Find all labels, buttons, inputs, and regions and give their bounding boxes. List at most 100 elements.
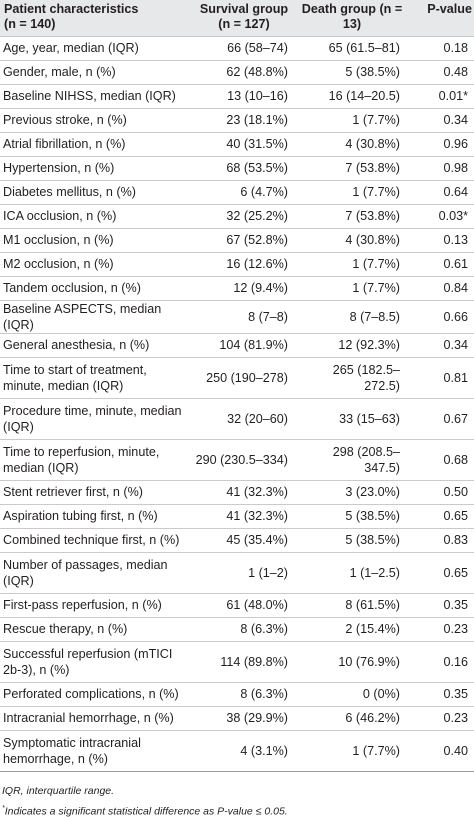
death-value: 7 (53.8%): [296, 204, 406, 228]
row-label: Tandem occlusion, n (%): [0, 276, 190, 300]
table-row: Stent retriever first, n (%)41 (32.3%)3 …: [0, 480, 474, 504]
survival-value: 68 (53.5%): [190, 156, 296, 180]
survival-value: 32 (25.2%): [190, 204, 296, 228]
row-label: Atrial fibrillation, n (%): [0, 132, 190, 156]
row-label: Hypertension, n (%): [0, 156, 190, 180]
p-value: 0.03*: [406, 204, 474, 228]
row-label: Baseline NIHSS, median (IQR): [0, 84, 190, 108]
p-value: 0.81: [406, 357, 474, 398]
row-label: Gender, male, n (%): [0, 60, 190, 84]
death-value: 4 (30.8%): [296, 132, 406, 156]
survival-value: 45 (35.4%): [190, 528, 296, 552]
survival-value: 61 (48.0%): [190, 593, 296, 617]
row-label: Perforated complications, n (%): [0, 682, 190, 706]
header-col1-line2: (n = 140): [4, 17, 188, 32]
row-label: Time to reperfusion, minute, median (IQR…: [0, 439, 190, 480]
survival-value: 104 (81.9%): [190, 333, 296, 357]
header-patient-characteristics: Patient characteristics (n = 140): [0, 0, 190, 36]
table-row: Combined technique first, n (%)45 (35.4%…: [0, 528, 474, 552]
table-row: Baseline NIHSS, median (IQR)13 (10–16)16…: [0, 84, 474, 108]
table-row: Atrial fibrillation, n (%)40 (31.5%)4 (3…: [0, 132, 474, 156]
survival-value: 16 (12.6%): [190, 252, 296, 276]
p-value: 0.83: [406, 528, 474, 552]
table-row: Tandem occlusion, n (%)12 (9.4%)1 (7.7%)…: [0, 276, 474, 300]
p-value: 0.96: [406, 132, 474, 156]
table-row: General anesthesia, n (%)104 (81.9%)12 (…: [0, 333, 474, 357]
death-value: 7 (53.8%): [296, 156, 406, 180]
row-label: General anesthesia, n (%): [0, 333, 190, 357]
table-row: Intracranial hemorrhage, n (%)38 (29.9%)…: [0, 706, 474, 730]
p-value: 0.01*: [406, 84, 474, 108]
row-label: Intracranial hemorrhage, n (%): [0, 706, 190, 730]
survival-value: 8 (7–8): [190, 300, 296, 333]
characteristics-table: Patient characteristics (n = 140) Surviv…: [0, 0, 474, 772]
table-row: Time to reperfusion, minute, median (IQR…: [0, 439, 474, 480]
death-value: 12 (92.3%): [296, 333, 406, 357]
death-value: 6 (46.2%): [296, 706, 406, 730]
table-row: Gender, male, n (%)62 (48.8%)5 (38.5%)0.…: [0, 60, 474, 84]
death-value: 1 (7.7%): [296, 252, 406, 276]
table-row: Previous stroke, n (%)23 (18.1%)1 (7.7%)…: [0, 108, 474, 132]
table-row: Time to start of treatment, minute, medi…: [0, 357, 474, 398]
table-row: Symptomatic intracranial hemorrhage, n (…: [0, 730, 474, 771]
row-label: Aspiration tubing first, n (%): [0, 504, 190, 528]
p-value: 0.40: [406, 730, 474, 771]
survival-value: 4 (3.1%): [190, 730, 296, 771]
death-value: 298 (208.5–347.5): [296, 439, 406, 480]
row-label: Number of passages, median (IQR): [0, 552, 190, 593]
p-value: 0.23: [406, 706, 474, 730]
p-value: 0.66: [406, 300, 474, 333]
survival-value: 41 (32.3%): [190, 480, 296, 504]
death-value: 3 (23.0%): [296, 480, 406, 504]
table-row: Diabetes mellitus, n (%)6 (4.7%)1 (7.7%)…: [0, 180, 474, 204]
row-label: ICA occlusion, n (%): [0, 204, 190, 228]
survival-value: 62 (48.8%): [190, 60, 296, 84]
p-value: 0.13: [406, 228, 474, 252]
p-value: 0.64: [406, 180, 474, 204]
row-label: Stent retriever first, n (%): [0, 480, 190, 504]
table-row: Baseline ASPECTS, median (IQR)8 (7–8)8 (…: [0, 300, 474, 333]
table-row: M2 occlusion, n (%)16 (12.6%)1 (7.7%)0.6…: [0, 252, 474, 276]
death-value: 10 (76.9%): [296, 641, 406, 682]
footnote-iqr: IQR, interquartile range.: [2, 782, 474, 800]
header-p-value: P-value: [406, 0, 474, 36]
death-value: 1 (7.7%): [296, 730, 406, 771]
death-value: 1 (7.7%): [296, 108, 406, 132]
p-value: 0.18: [406, 36, 474, 60]
p-value: 0.65: [406, 504, 474, 528]
row-label: Previous stroke, n (%): [0, 108, 190, 132]
row-label: Procedure time, minute, median (IQR): [0, 398, 190, 439]
table-row: Hypertension, n (%)68 (53.5%)7 (53.8%)0.…: [0, 156, 474, 180]
survival-value: 8 (6.3%): [190, 617, 296, 641]
table-row: ICA occlusion, n (%)32 (25.2%)7 (53.8%)0…: [0, 204, 474, 228]
header-death-group: Death group (n = 13): [296, 0, 406, 36]
survival-value: 12 (9.4%): [190, 276, 296, 300]
survival-value: 38 (29.9%): [190, 706, 296, 730]
table-row: Perforated complications, n (%)8 (6.3%)0…: [0, 682, 474, 706]
header-survival-group: Survival group (n = 127): [190, 0, 296, 36]
death-value: 4 (30.8%): [296, 228, 406, 252]
table-row: Successful reperfusion (mTICI 2b-3), n (…: [0, 641, 474, 682]
survival-value: 32 (20–60): [190, 398, 296, 439]
death-value: 1 (7.7%): [296, 180, 406, 204]
death-value: 16 (14–20.5): [296, 84, 406, 108]
table-row: Aspiration tubing first, n (%)41 (32.3%)…: [0, 504, 474, 528]
row-label: Successful reperfusion (mTICI 2b-3), n (…: [0, 641, 190, 682]
survival-value: 41 (32.3%): [190, 504, 296, 528]
table-row: First-pass reperfusion, n (%)61 (48.0%)8…: [0, 593, 474, 617]
p-value: 0.16: [406, 641, 474, 682]
p-value: 0.34: [406, 108, 474, 132]
death-value: 265 (182.5–272.5): [296, 357, 406, 398]
table-row: Number of passages, median (IQR)1 (1–2)1…: [0, 552, 474, 593]
death-value: 0 (0%): [296, 682, 406, 706]
death-value: 33 (15–63): [296, 398, 406, 439]
table-row: Procedure time, minute, median (IQR)32 (…: [0, 398, 474, 439]
survival-value: 8 (6.3%): [190, 682, 296, 706]
survival-value: 114 (89.8%): [190, 641, 296, 682]
p-value: 0.35: [406, 682, 474, 706]
survival-value: 66 (58–74): [190, 36, 296, 60]
p-value: 0.23: [406, 617, 474, 641]
footnote-significance: *Indicates a significant statistical dif…: [2, 800, 474, 820]
row-label: Rescue therapy, n (%): [0, 617, 190, 641]
row-label: M1 occlusion, n (%): [0, 228, 190, 252]
